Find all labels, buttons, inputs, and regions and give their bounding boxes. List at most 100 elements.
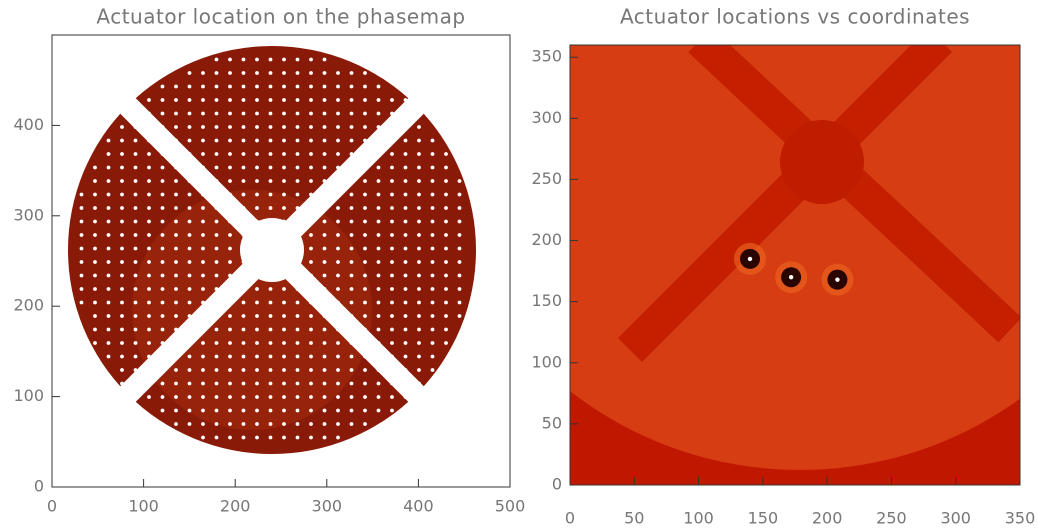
actuator-dot — [268, 192, 273, 197]
actuator-dot — [268, 354, 273, 359]
actuator-dot — [187, 125, 192, 129]
actuator-dot — [390, 314, 394, 318]
actuator-dot — [79, 300, 84, 305]
actuator-dot — [295, 125, 300, 129]
actuator-dot — [93, 287, 97, 291]
actuator-dot — [133, 206, 138, 210]
x-tick-label: 500 — [495, 497, 526, 516]
actuator-dot — [255, 341, 259, 345]
actuator-dot — [133, 300, 138, 305]
actuator-dot — [214, 71, 219, 75]
actuator-dot — [241, 435, 246, 440]
actuator-dot — [336, 287, 340, 291]
actuator-dot — [201, 368, 205, 372]
actuator-dot — [201, 219, 205, 224]
actuator-dot — [430, 138, 435, 143]
actuator-dot — [174, 368, 178, 372]
plot-area — [68, 46, 476, 454]
actuator-dot — [214, 138, 219, 143]
actuator-dot — [417, 165, 421, 170]
x-tick-label: 250 — [876, 509, 907, 528]
actuator-dot — [376, 395, 381, 399]
actuator-dot — [241, 327, 246, 332]
actuator-dot — [417, 246, 421, 251]
actuator-dot — [322, 260, 327, 264]
actuator-dot — [336, 138, 340, 143]
x-tick-label: 200 — [220, 497, 251, 516]
actuator-dot — [309, 84, 313, 89]
axes-frame — [569, 44, 1021, 486]
actuator-dot — [214, 408, 219, 413]
actuator-dot — [228, 111, 232, 116]
actuator-dot — [322, 138, 327, 143]
actuator-dot — [268, 125, 273, 129]
actuator-dot — [282, 138, 286, 143]
actuator-dot — [349, 381, 354, 386]
x-tick-label: 400 — [403, 497, 434, 516]
actuator-dot — [282, 98, 286, 102]
actuator-dot — [93, 260, 97, 264]
actuator-dot — [417, 314, 421, 318]
actuator-dot — [295, 422, 300, 426]
actuator-dot — [282, 152, 286, 156]
actuator-dot — [363, 206, 367, 210]
actuator-dot — [457, 314, 462, 318]
actuator-dot — [336, 246, 340, 251]
actuator-dot — [255, 125, 259, 129]
actuator-dot — [282, 165, 286, 170]
actuator-dot — [214, 273, 219, 278]
actuator-dot — [295, 179, 300, 183]
x-tick-label: 100 — [128, 497, 159, 516]
actuator-dot — [390, 246, 394, 251]
actuator-dot — [403, 287, 408, 291]
actuator-dot — [133, 260, 138, 264]
actuator-dot — [174, 84, 178, 89]
actuator-dot — [376, 165, 381, 170]
actuator-dot — [228, 341, 232, 345]
actuator-dot — [295, 341, 300, 345]
actuator-dot — [390, 408, 394, 413]
actuator-dot — [120, 300, 124, 305]
actuator-dot — [160, 287, 165, 291]
actuator-dot — [282, 287, 286, 291]
actuator-dot — [417, 341, 421, 345]
actuator-dot — [322, 71, 327, 75]
actuator-dot — [282, 327, 286, 332]
actuator-dot — [106, 287, 111, 291]
actuator-dot — [160, 246, 165, 251]
actuator-dot — [255, 381, 259, 386]
actuator-dot — [282, 422, 286, 426]
actuator-dot — [376, 206, 381, 210]
actuator-dot — [268, 165, 273, 170]
actuator-dot — [309, 125, 313, 129]
actuator-dot — [106, 219, 111, 224]
actuator-dot — [336, 71, 340, 75]
actuator-dot — [282, 179, 286, 183]
actuator-dot — [268, 395, 273, 399]
actuator-dot — [363, 98, 367, 102]
actuator-dot — [228, 246, 232, 251]
actuator-dot — [295, 138, 300, 143]
y-tick-label: 250 — [531, 169, 562, 188]
actuator-dot — [268, 84, 273, 89]
actuator-dot — [295, 152, 300, 156]
x-tick-label: 50 — [624, 509, 644, 528]
actuator-dot — [417, 219, 421, 224]
actuator-dot — [309, 381, 313, 386]
actuator-dot — [228, 354, 232, 359]
actuator-dot — [255, 354, 259, 359]
actuator-dot — [147, 341, 151, 345]
actuator-dot — [147, 219, 151, 224]
actuator-dot — [120, 260, 124, 264]
actuator-dot — [309, 179, 313, 183]
actuator-dot — [444, 233, 448, 237]
actuator-dot — [255, 206, 259, 210]
y-tick-label: 400 — [13, 115, 44, 134]
actuator-dot — [201, 341, 205, 345]
actuator-dot — [295, 408, 300, 413]
actuator-dot — [268, 381, 273, 386]
actuator-dot — [255, 57, 259, 62]
actuator-dot — [201, 395, 205, 399]
actuator-dot — [255, 314, 259, 318]
